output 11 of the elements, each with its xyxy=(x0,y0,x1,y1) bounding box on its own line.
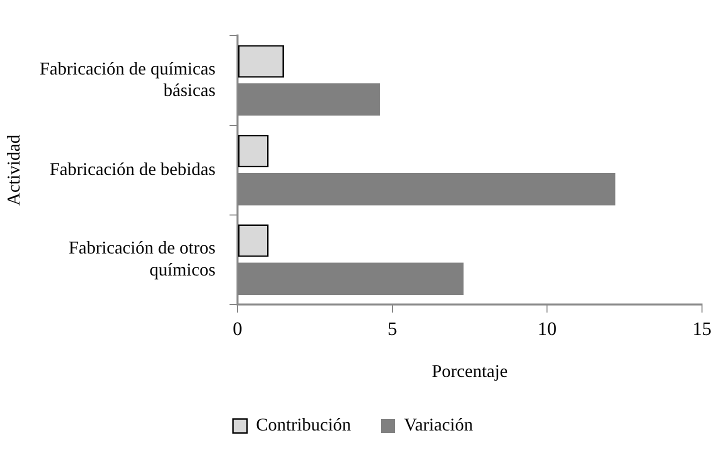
x-tick-label: 0 xyxy=(232,318,242,340)
x-tick-label: 10 xyxy=(538,318,557,340)
y-tick-label: Fabricación de químicas básicas xyxy=(40,58,216,100)
legend-label: Variación xyxy=(404,414,473,435)
legend-label: Contribución xyxy=(256,414,352,435)
y-tick-label: Fabricación de otros químicos xyxy=(68,238,216,280)
x-tick-label: 15 xyxy=(692,318,712,340)
y-tick-label: Fabricación de bebidas xyxy=(50,158,216,179)
x-tick-label: 5 xyxy=(388,318,398,340)
y-axis-title: Actividad xyxy=(4,134,24,206)
x-axis-title: Porcentaje xyxy=(432,360,508,381)
